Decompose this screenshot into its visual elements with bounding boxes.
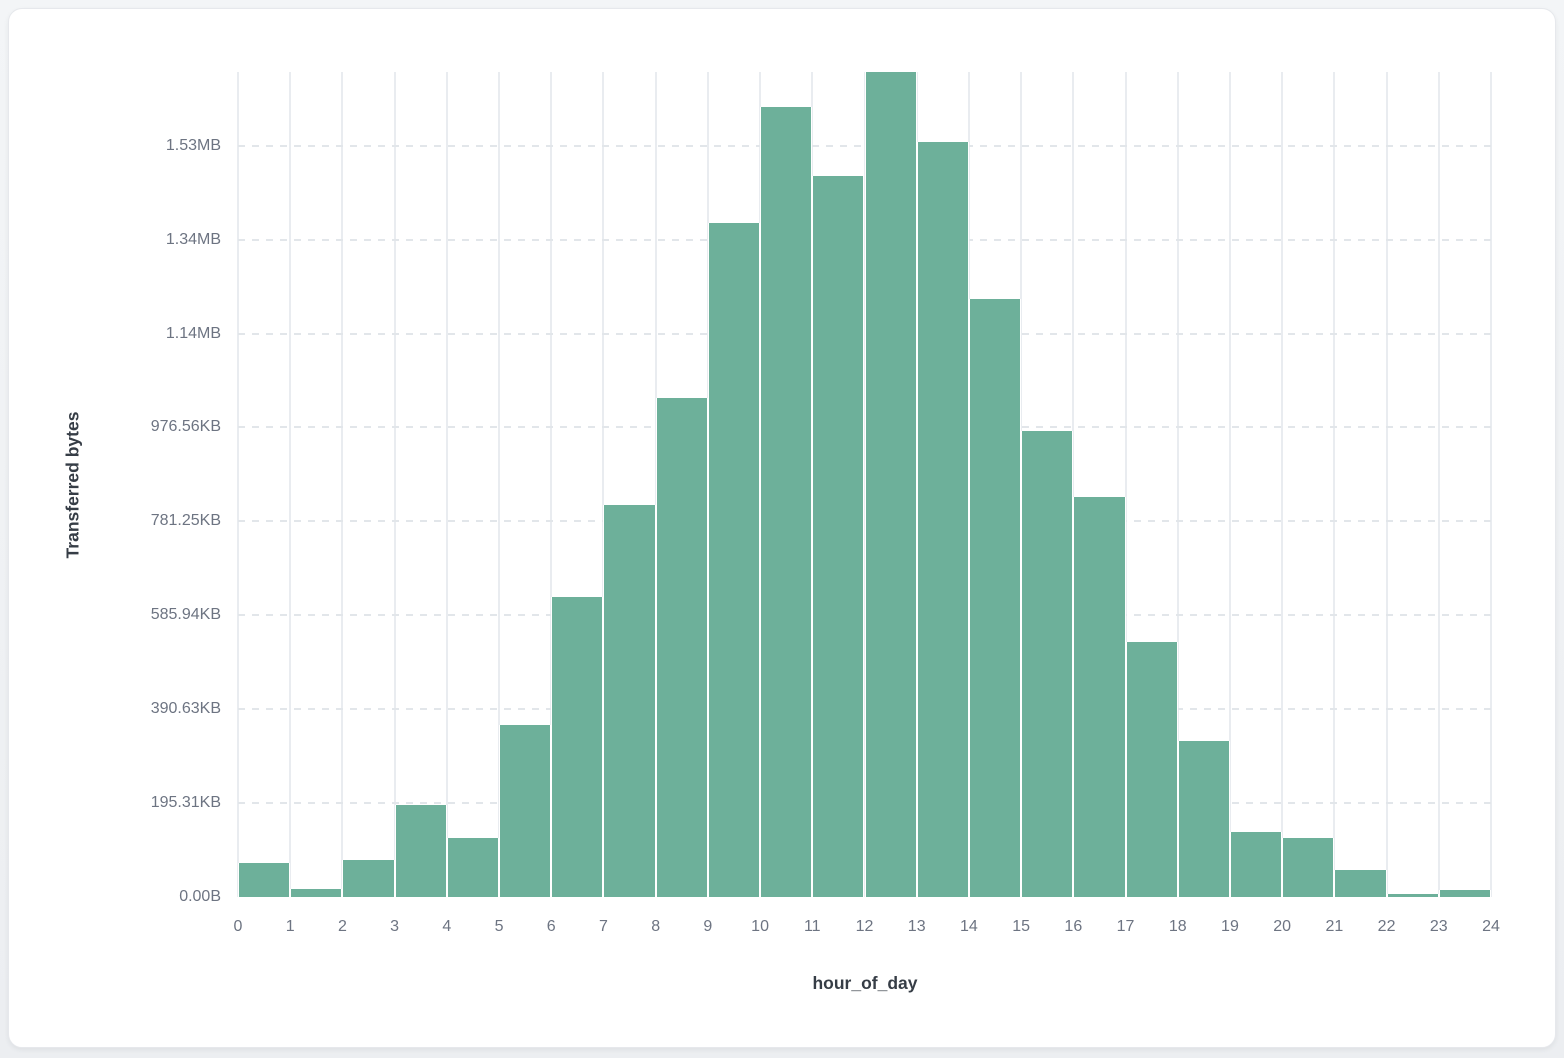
vertical-gridline xyxy=(550,72,553,897)
x-tick-label-14: 14 xyxy=(960,918,978,935)
vertical-gridline xyxy=(1490,72,1492,897)
bar-hour-19[interactable] xyxy=(1229,832,1283,897)
vertical-gridline xyxy=(1124,72,1127,897)
x-tick-label-0: 0 xyxy=(233,918,243,935)
x-tick-label-20: 20 xyxy=(1273,918,1292,935)
vertical-gridline xyxy=(393,72,396,897)
x-tick-label-3: 3 xyxy=(390,918,400,935)
x-tick-label-13: 13 xyxy=(907,918,926,935)
x-tick-label-18: 18 xyxy=(1168,918,1187,935)
x-tick-label-24: 24 xyxy=(1482,918,1500,935)
vertical-gridline xyxy=(341,72,344,897)
bar-hour-14[interactable] xyxy=(968,298,1022,897)
bar-hour-22[interactable] xyxy=(1386,894,1439,897)
bar-hour-16[interactable] xyxy=(1073,496,1126,897)
bar-hour-13[interactable] xyxy=(916,142,969,897)
bar-hour-23[interactable] xyxy=(1438,890,1491,897)
vertical-gridline xyxy=(289,72,292,897)
x-axis-title: hour_of_day xyxy=(812,973,918,993)
plot-area xyxy=(237,72,1492,897)
x-tick-label-8: 8 xyxy=(651,918,661,935)
bar-hour-3[interactable] xyxy=(394,804,447,897)
bar-hour-6[interactable] xyxy=(551,596,604,897)
y-tick-label-1.53MB: 1.53MB xyxy=(165,136,221,154)
x-tick-label-9: 9 xyxy=(703,918,713,935)
y-tick-label-976.56KB: 976.56KB xyxy=(150,418,221,436)
vertical-gridline xyxy=(1333,72,1336,897)
vertical-gridline xyxy=(1281,72,1284,897)
y-tick-label-1.34MB: 1.34MB xyxy=(165,230,221,248)
bar-hour-8[interactable] xyxy=(655,397,708,897)
y-tick-label-1.14MB: 1.14MB xyxy=(165,324,221,342)
x-tick-label-4: 4 xyxy=(442,918,452,935)
y-tick-label-585.94KB: 585.94KB xyxy=(150,606,221,624)
bar-hour-7[interactable] xyxy=(603,504,656,897)
bar-hour-4[interactable] xyxy=(446,837,500,897)
y-tick-label-390.63KB: 390.63KB xyxy=(150,700,221,718)
vertical-gridline xyxy=(1437,72,1440,897)
x-tick-label-23: 23 xyxy=(1429,918,1448,935)
y-tick-label-195.31KB: 195.31KB xyxy=(150,794,221,812)
vertical-gridline xyxy=(445,72,448,897)
bar-hour-18[interactable] xyxy=(1177,741,1230,897)
x-tick-label-7: 7 xyxy=(599,918,608,935)
vertical-gridline xyxy=(1385,72,1388,897)
vertical-gridline xyxy=(498,72,501,897)
x-tick-label-15: 15 xyxy=(1012,918,1031,935)
vertical-gridline xyxy=(237,72,239,897)
x-tick-label-2: 2 xyxy=(337,918,347,935)
x-tick-label-5: 5 xyxy=(494,918,504,935)
x-tick-label-16: 16 xyxy=(1064,918,1083,935)
bar-hour-12[interactable] xyxy=(864,72,917,897)
vertical-gridline xyxy=(1176,72,1179,897)
bar-hour-15[interactable] xyxy=(1021,431,1074,897)
x-tick-label-1: 1 xyxy=(285,918,295,935)
x-tick-label-19: 19 xyxy=(1221,918,1239,935)
bar-hour-1[interactable] xyxy=(290,889,343,897)
bar-hour-20[interactable] xyxy=(1282,837,1335,897)
y-tick-label-781.25KB: 781.25KB xyxy=(150,512,221,530)
vertical-gridline xyxy=(1072,72,1075,897)
x-tick-label-6: 6 xyxy=(546,918,556,935)
bar-hour-17[interactable] xyxy=(1125,642,1178,897)
bar-hour-11[interactable] xyxy=(812,175,865,897)
vertical-gridline xyxy=(602,72,605,897)
bar-hour-5[interactable] xyxy=(499,725,552,897)
x-tick-label-22: 22 xyxy=(1377,918,1396,935)
x-tick-label-12: 12 xyxy=(855,918,874,935)
y-tick-label-0.00B: 0.00B xyxy=(179,888,221,905)
bar-hour-0[interactable] xyxy=(238,863,291,897)
x-tick-label-17: 17 xyxy=(1116,918,1135,935)
x-tick-label-11: 11 xyxy=(803,918,821,935)
bar-hour-9[interactable] xyxy=(707,222,761,897)
x-tick-label-21: 21 xyxy=(1325,918,1344,935)
bar-hour-2[interactable] xyxy=(342,859,395,897)
bar-hour-21[interactable] xyxy=(1334,870,1387,897)
vertical-gridline xyxy=(1228,72,1231,897)
bar-hour-10[interactable] xyxy=(760,106,813,897)
x-tick-label-10: 10 xyxy=(751,918,769,935)
